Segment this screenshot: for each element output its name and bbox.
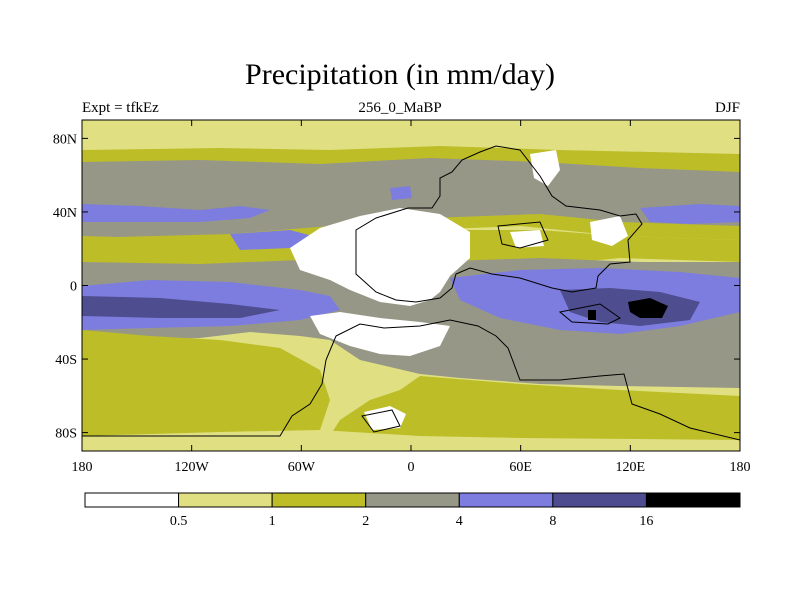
colorbar-swatch [84,492,180,508]
x-tick-label: 0 [408,460,415,475]
season-label: DJF [714,100,740,116]
colorbar-label: 1 [269,514,276,529]
precip-band-blue-small [390,186,412,200]
continent-outline-north [355,145,643,303]
precip-band-dry-patch [510,230,544,248]
x-tick-label: 60E [509,460,532,475]
continent-outline-southeast [558,303,621,325]
y-tick-label: 40N [53,206,77,221]
precip-band-dry-center [290,208,470,306]
y-tick-label: 40S [55,353,77,368]
continent-outlines [82,145,740,451]
precip-band-dry-east [590,216,628,246]
colorbar-swatch [645,492,741,508]
precip-band-dry-north [530,150,560,186]
period-label: 256_0_MaBP [358,100,442,116]
precip-band-south-olive [320,376,740,451]
x-tick-label: 120E [616,460,646,475]
precip-band-dry-antarctic [364,406,406,430]
precip-band-darkblue [82,296,280,318]
y-tick-label: 80S [55,427,77,442]
precip-band-dry-south [310,312,450,356]
colorbar-label: 8 [549,514,556,529]
precip-band-blue-northeast [640,204,740,224]
colorbar-swatch [365,492,460,508]
continent-outline-lake [361,409,401,433]
y-tick-label: 0 [70,280,77,295]
y-tick-label: 80N [53,132,77,147]
x-axis: 180 120W 60W 0 60E 120E 180 [72,120,751,475]
precip-band-south-light [82,430,740,451]
x-tick-label: 180 [730,460,751,475]
map-plot-area [82,120,740,451]
y-axis: 80N 40N 0 40S 80S [53,132,740,442]
x-tick-label: 60W [288,460,316,475]
precip-band-tropics-olive-south [82,330,330,451]
precip-band-black-small [588,310,596,320]
continent-outline-south [82,319,740,451]
continent-outline-gulf [497,221,549,249]
colorbar-label: 0.5 [170,514,188,529]
colorbar-swatch [271,492,367,508]
colorbar: 0.5 1 2 4 8 16 [84,492,741,529]
chart-title: Precipitation (in mm/day) [245,58,555,91]
precip-band-blue-northwest [82,204,270,222]
experiment-label: Expt = tfkEz [82,100,159,116]
colorbar-swatch [552,492,647,508]
colorbar-label: 2 [362,514,369,529]
colorbar-label: 4 [456,514,463,529]
colorbar-swatch [458,492,554,508]
x-tick-label: 120W [175,460,210,475]
precip-band-black [628,298,668,318]
x-tick-label: 180 [72,460,93,475]
colorbar-label: 16 [639,514,653,529]
colorbar-swatch [178,492,273,508]
